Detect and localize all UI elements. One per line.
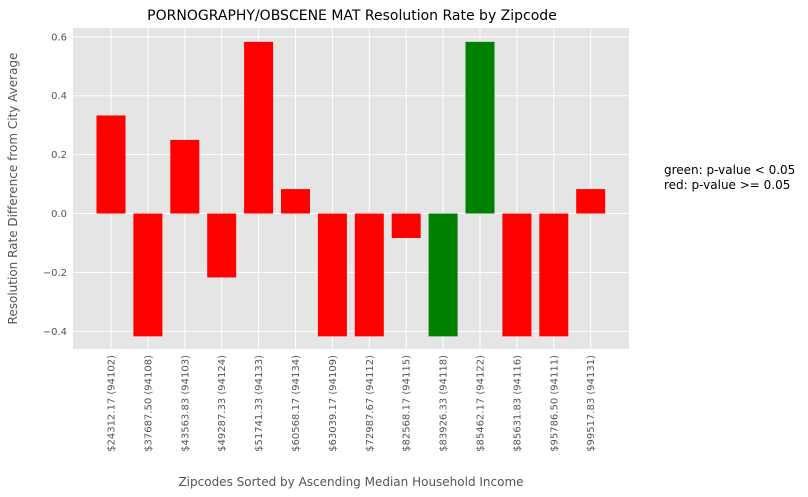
y-tick-label: 0.2 [51, 150, 67, 161]
x-tick-label: $85631.83 (94116) [512, 355, 523, 452]
bar [465, 41, 495, 214]
y-tick-label: 0.4 [51, 91, 67, 102]
bars [96, 41, 606, 337]
x-tick-label: $82568.17 (94115) [402, 355, 413, 452]
x-tick-label: $63039.17 (94109) [328, 355, 339, 452]
bar [317, 213, 347, 337]
bar [244, 41, 274, 214]
bar [354, 213, 384, 337]
plot-area [73, 28, 629, 349]
y-tick-label: 0.0 [51, 209, 67, 220]
x-tick-label: $83926.33 (94118) [439, 355, 450, 452]
x-tick-label: $24312.17 (94102) [107, 355, 118, 452]
x-tick-label: $60568.17 (94134) [291, 355, 302, 452]
x-tick-label: $99517.83 (94131) [586, 355, 597, 452]
x-tick-label: $85462.17 (94122) [476, 355, 487, 452]
chart-title: PORNOGRAPHY/OBSCENE MAT Resolution Rate … [147, 8, 557, 24]
x-tick-label: $51741.33 (94133) [254, 355, 265, 452]
bar [133, 213, 163, 337]
bar [576, 189, 606, 214]
x-axis-label: Zipcodes Sorted by Ascending Median Hous… [178, 475, 523, 489]
x-tick-label: $95786.50 (94111) [549, 355, 560, 452]
x-tick-label: $43563.83 (94103) [180, 355, 191, 452]
bar [96, 115, 126, 214]
y-tick-label: −0.4 [43, 327, 67, 338]
y-ticks: 0.6 0.4 0.2 0.0 −0.2 −0.4 [43, 32, 67, 337]
bar [170, 139, 200, 214]
bar [428, 213, 458, 337]
bar [502, 213, 532, 337]
x-tick-label: $37687.50 (94108) [143, 355, 154, 452]
y-axis-label: Resolution Rate Difference from City Ave… [6, 53, 20, 325]
bar [391, 213, 421, 238]
x-tick-label: $49287.33 (94124) [217, 355, 228, 452]
y-tick-label: 0.6 [51, 32, 67, 43]
bar [207, 213, 237, 278]
bar [281, 189, 310, 214]
bar [539, 213, 569, 337]
x-tick-label: $72987.67 (94112) [365, 355, 376, 452]
legend-note-green: green: p-value < 0.05 [664, 163, 795, 177]
legend-note-red: red: p-value >= 0.05 [664, 178, 790, 192]
y-tick-label: −0.2 [43, 268, 67, 279]
x-ticks: $24312.17 (94102) $37687.50 (94108) $43563… [107, 355, 598, 452]
